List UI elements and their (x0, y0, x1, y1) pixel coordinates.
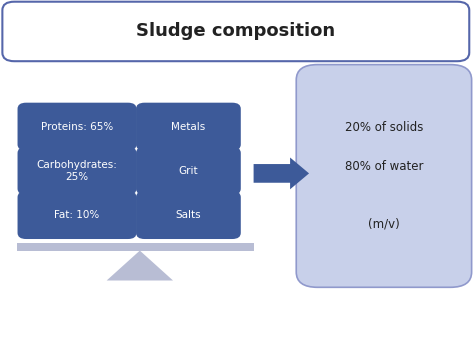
Text: Carbohydrates:
25%: Carbohydrates: 25% (36, 160, 118, 182)
Text: (m/v): (m/v) (368, 218, 400, 231)
Text: 20% of solids: 20% of solids (345, 121, 423, 134)
FancyBboxPatch shape (18, 103, 137, 151)
FancyBboxPatch shape (136, 191, 241, 239)
Text: Proteins: 65%: Proteins: 65% (41, 122, 113, 132)
FancyBboxPatch shape (18, 191, 137, 239)
Text: 80% of water: 80% of water (345, 160, 423, 173)
FancyBboxPatch shape (136, 147, 241, 195)
FancyBboxPatch shape (296, 65, 472, 287)
FancyBboxPatch shape (18, 147, 137, 195)
FancyBboxPatch shape (136, 103, 241, 151)
Text: Salts: Salts (175, 210, 201, 220)
Text: Fat: 10%: Fat: 10% (55, 210, 100, 220)
FancyArrow shape (254, 157, 309, 189)
Polygon shape (107, 251, 173, 280)
Text: Grit: Grit (179, 166, 198, 176)
Text: Sludge composition: Sludge composition (136, 22, 336, 40)
Text: Metals: Metals (171, 122, 206, 132)
Bar (17, 243, 254, 251)
FancyBboxPatch shape (2, 2, 469, 61)
